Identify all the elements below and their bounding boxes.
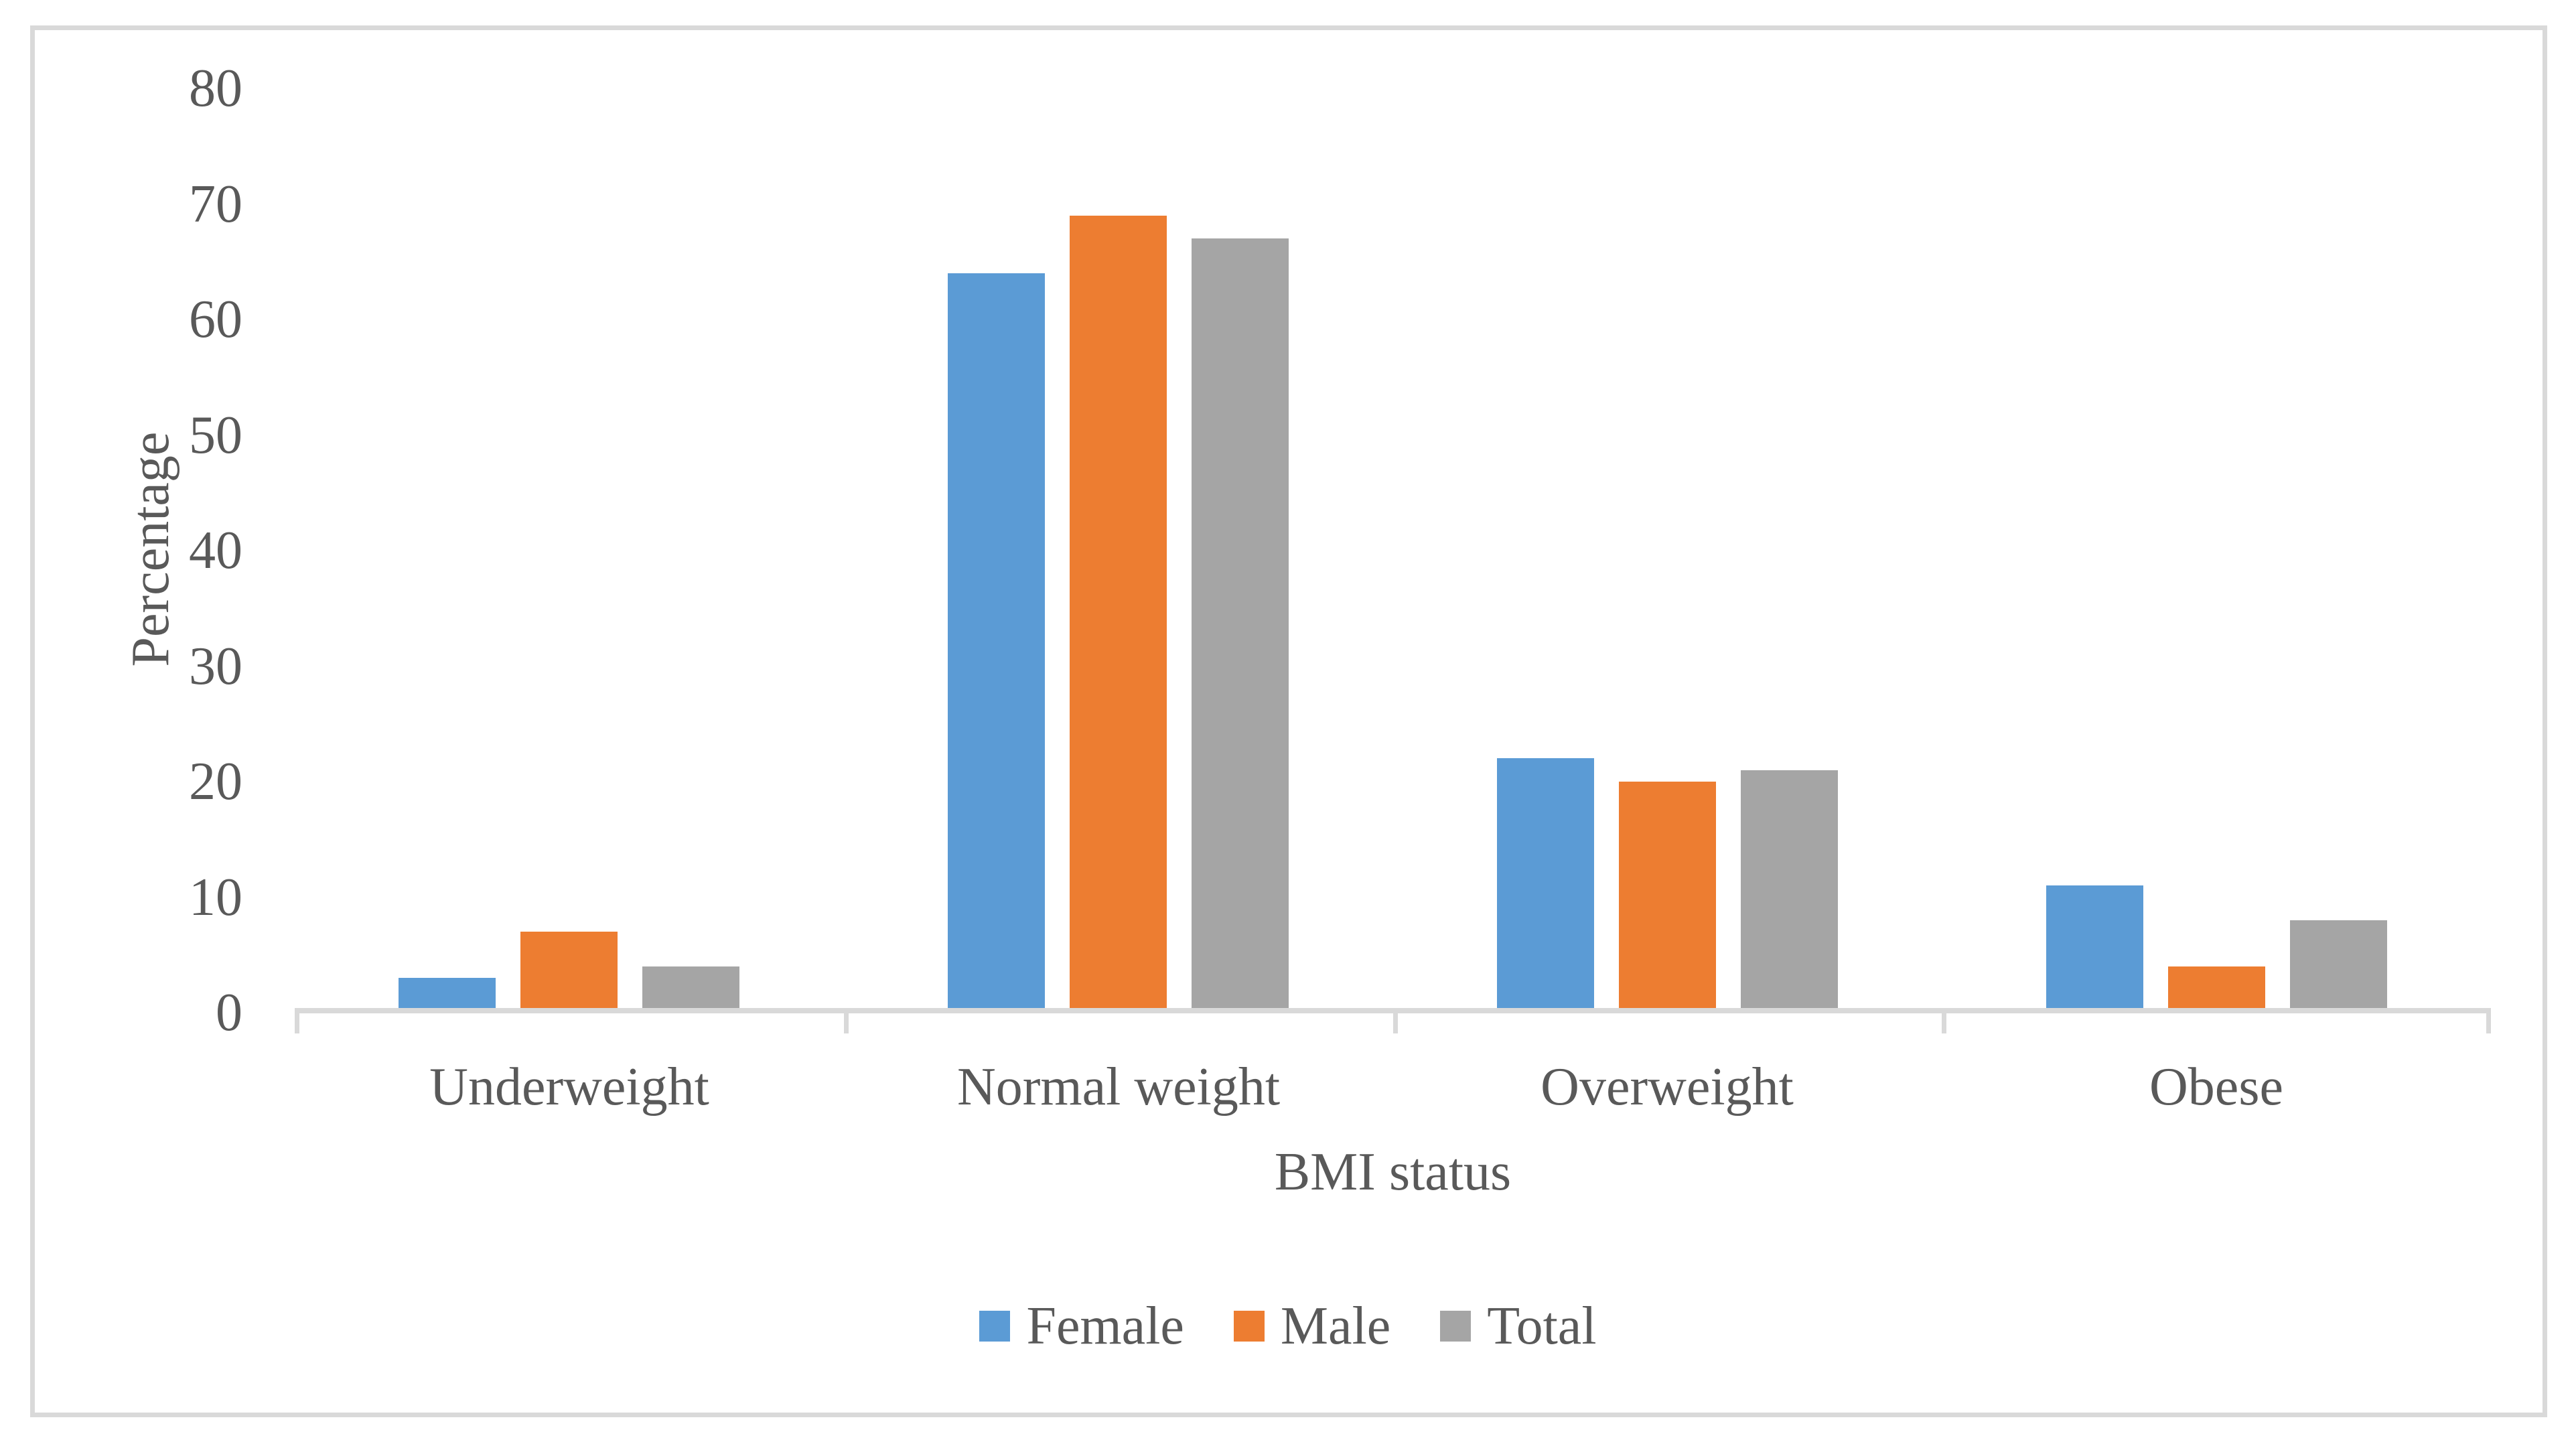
legend-item-total: Total [1440,1295,1597,1357]
legend-swatch-total [1440,1311,1472,1342]
bar-male-obese [2168,966,2265,1013]
bar-male-normal-weight [1070,216,1167,1013]
y-tick-label-60: 60 [189,290,242,349]
legend-item-male: Male [1233,1295,1391,1357]
y-tick-label-70: 70 [189,175,242,234]
y-tick-label-40: 40 [189,521,242,580]
y-tick-label-50: 50 [189,406,242,465]
bar-male-overweight [1619,782,1716,1013]
y-tick-label-80: 80 [189,59,242,118]
x-axis-tick [844,1008,849,1033]
legend-label-total: Total [1487,1297,1597,1356]
x-axis-tick [2486,1008,2491,1033]
bar-total-underweight [642,966,739,1013]
legend-item-female: Female [979,1295,1184,1357]
legend-label-female: Female [1026,1297,1184,1356]
y-tick-label-10: 10 [189,868,242,927]
bar-female-underweight [399,978,496,1013]
bar-female-normal-weight [948,273,1045,1013]
y-tick-label-0: 0 [216,983,242,1042]
x-axis-tick [1393,1008,1398,1033]
x-category-label-overweight: Overweight [1541,1058,1794,1117]
bar-female-obese [2046,885,2143,1013]
legend-swatch-female [979,1311,1011,1342]
x-axis-tick [295,1008,299,1033]
bar-total-normal-weight [1192,238,1289,1013]
bar-total-obese [2290,920,2387,1013]
x-category-label-normal-weight: Normal weight [956,1058,1281,1117]
y-tick-label-30: 30 [189,637,242,696]
legend-swatch-male [1233,1311,1265,1342]
figure-border [30,25,2547,1417]
x-axis-line [295,1008,2491,1013]
legend-label-male: Male [1280,1297,1391,1356]
x-axis-tick [1942,1008,1946,1033]
y-axis-title: Percentage [121,431,180,667]
x-category-label-underweight: Underweight [429,1058,709,1117]
y-tick-label-20: 20 [189,752,242,811]
legend: Female Male Total [0,1295,2576,1357]
x-category-label-obese: Obese [2149,1058,2283,1117]
x-axis-title: BMI status [1274,1143,1512,1202]
bar-female-overweight [1497,758,1594,1013]
bar-male-underweight [520,932,618,1013]
bar-total-overweight [1741,770,1838,1013]
